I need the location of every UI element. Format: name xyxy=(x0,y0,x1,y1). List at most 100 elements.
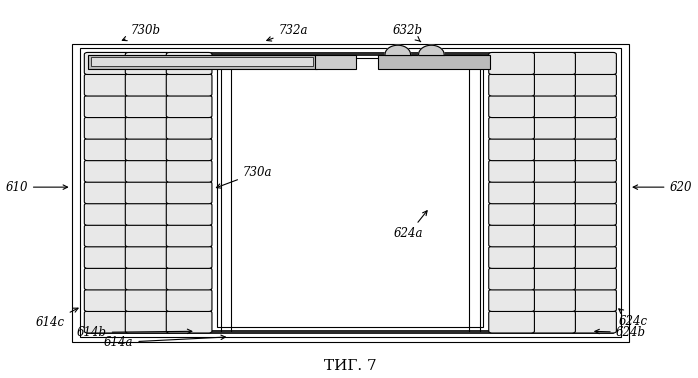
FancyBboxPatch shape xyxy=(530,160,575,182)
FancyBboxPatch shape xyxy=(571,268,616,290)
FancyBboxPatch shape xyxy=(489,246,535,268)
FancyBboxPatch shape xyxy=(166,53,212,74)
FancyBboxPatch shape xyxy=(530,182,575,204)
Bar xyxy=(91,57,313,67)
FancyBboxPatch shape xyxy=(166,96,212,118)
Bar xyxy=(315,54,356,69)
Text: 614a: 614a xyxy=(104,335,225,349)
Text: 732a: 732a xyxy=(267,24,308,41)
FancyBboxPatch shape xyxy=(126,268,171,290)
FancyBboxPatch shape xyxy=(84,225,130,247)
FancyBboxPatch shape xyxy=(530,225,575,247)
Bar xyxy=(378,54,490,69)
Polygon shape xyxy=(419,45,444,54)
FancyBboxPatch shape xyxy=(126,182,171,204)
FancyBboxPatch shape xyxy=(126,311,171,333)
FancyBboxPatch shape xyxy=(126,53,171,74)
FancyBboxPatch shape xyxy=(126,225,171,247)
FancyBboxPatch shape xyxy=(489,268,535,290)
FancyBboxPatch shape xyxy=(84,311,130,333)
FancyBboxPatch shape xyxy=(126,117,171,139)
FancyBboxPatch shape xyxy=(84,182,130,204)
FancyBboxPatch shape xyxy=(166,160,212,182)
FancyBboxPatch shape xyxy=(571,53,616,74)
FancyBboxPatch shape xyxy=(166,311,212,333)
FancyBboxPatch shape xyxy=(530,53,575,74)
FancyBboxPatch shape xyxy=(530,246,575,268)
FancyBboxPatch shape xyxy=(571,160,616,182)
Text: 620: 620 xyxy=(633,181,692,194)
Bar xyxy=(217,58,484,327)
Text: 614c: 614c xyxy=(36,308,78,329)
Text: 624b: 624b xyxy=(595,326,646,339)
FancyBboxPatch shape xyxy=(571,203,616,225)
Text: 730b: 730b xyxy=(122,24,161,41)
Text: 632b: 632b xyxy=(392,24,422,42)
FancyBboxPatch shape xyxy=(166,117,212,139)
FancyBboxPatch shape xyxy=(166,225,212,247)
FancyBboxPatch shape xyxy=(166,268,212,290)
FancyBboxPatch shape xyxy=(489,311,535,333)
FancyBboxPatch shape xyxy=(84,268,130,290)
FancyBboxPatch shape xyxy=(489,203,535,225)
FancyBboxPatch shape xyxy=(530,74,575,96)
FancyBboxPatch shape xyxy=(84,96,130,118)
FancyBboxPatch shape xyxy=(489,74,535,96)
Text: 730a: 730a xyxy=(216,166,272,188)
FancyBboxPatch shape xyxy=(126,203,171,225)
FancyBboxPatch shape xyxy=(571,117,616,139)
FancyBboxPatch shape xyxy=(126,139,171,161)
FancyBboxPatch shape xyxy=(530,268,575,290)
FancyBboxPatch shape xyxy=(489,182,535,204)
FancyBboxPatch shape xyxy=(166,74,212,96)
Text: 624c: 624c xyxy=(619,309,648,328)
Text: ΤИГ. 7: ΤИГ. 7 xyxy=(324,359,377,373)
FancyBboxPatch shape xyxy=(571,290,616,311)
FancyBboxPatch shape xyxy=(530,290,575,311)
FancyBboxPatch shape xyxy=(489,117,535,139)
FancyBboxPatch shape xyxy=(530,96,575,118)
FancyBboxPatch shape xyxy=(84,203,130,225)
Text: 610: 610 xyxy=(6,181,68,194)
FancyBboxPatch shape xyxy=(489,225,535,247)
FancyBboxPatch shape xyxy=(166,203,212,225)
Bar xyxy=(88,53,613,333)
FancyBboxPatch shape xyxy=(489,96,535,118)
FancyBboxPatch shape xyxy=(84,160,130,182)
FancyBboxPatch shape xyxy=(84,246,130,268)
Bar xyxy=(72,44,629,342)
FancyBboxPatch shape xyxy=(530,117,575,139)
FancyBboxPatch shape xyxy=(530,139,575,161)
FancyBboxPatch shape xyxy=(84,139,130,161)
FancyBboxPatch shape xyxy=(166,290,212,311)
FancyBboxPatch shape xyxy=(84,53,130,74)
FancyBboxPatch shape xyxy=(571,246,616,268)
FancyBboxPatch shape xyxy=(571,182,616,204)
FancyBboxPatch shape xyxy=(84,117,130,139)
FancyBboxPatch shape xyxy=(166,182,212,204)
FancyBboxPatch shape xyxy=(126,96,171,118)
FancyBboxPatch shape xyxy=(530,311,575,333)
FancyBboxPatch shape xyxy=(571,96,616,118)
FancyBboxPatch shape xyxy=(489,53,535,74)
Bar xyxy=(80,48,621,337)
Text: 614b: 614b xyxy=(77,326,192,339)
FancyBboxPatch shape xyxy=(126,290,171,311)
FancyBboxPatch shape xyxy=(126,74,171,96)
FancyBboxPatch shape xyxy=(489,139,535,161)
FancyBboxPatch shape xyxy=(126,246,171,268)
FancyBboxPatch shape xyxy=(571,139,616,161)
FancyBboxPatch shape xyxy=(166,246,212,268)
Polygon shape xyxy=(385,45,410,54)
Bar xyxy=(88,54,317,69)
FancyBboxPatch shape xyxy=(489,160,535,182)
FancyBboxPatch shape xyxy=(126,160,171,182)
Text: 624a: 624a xyxy=(394,211,427,240)
FancyBboxPatch shape xyxy=(571,74,616,96)
FancyBboxPatch shape xyxy=(571,225,616,247)
FancyBboxPatch shape xyxy=(489,290,535,311)
FancyBboxPatch shape xyxy=(84,290,130,311)
Bar xyxy=(211,54,490,331)
FancyBboxPatch shape xyxy=(166,139,212,161)
FancyBboxPatch shape xyxy=(571,311,616,333)
